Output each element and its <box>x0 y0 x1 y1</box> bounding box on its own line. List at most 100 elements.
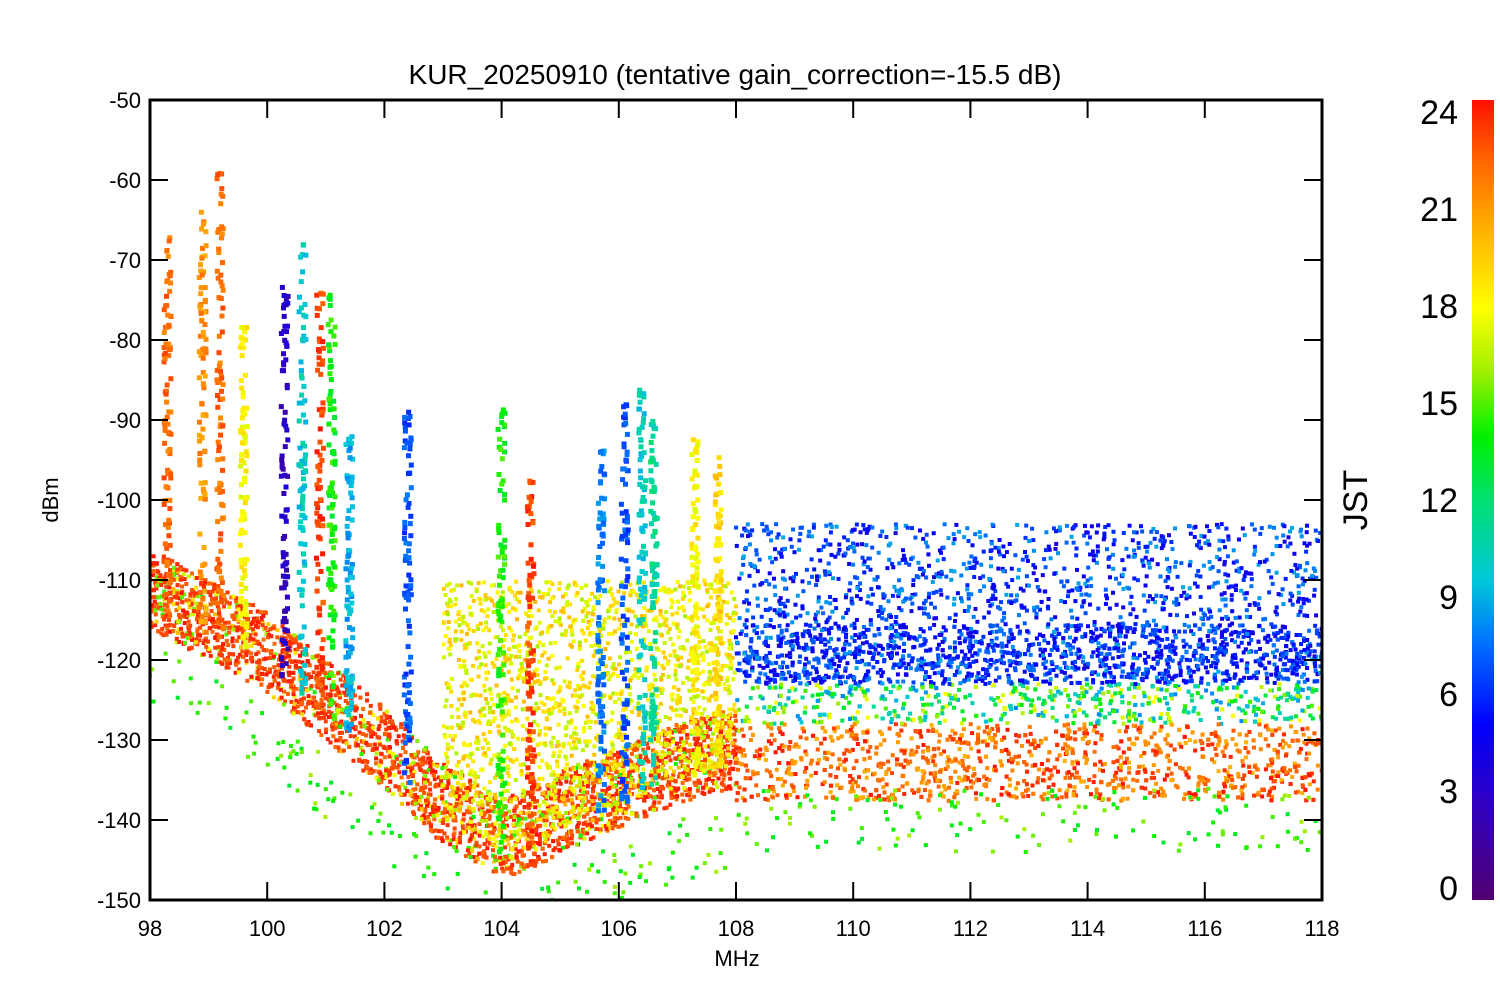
noise-point <box>802 710 807 715</box>
noise-point <box>614 759 619 764</box>
noise-point <box>312 690 317 695</box>
noise-point <box>625 774 630 779</box>
noise-point <box>865 688 870 693</box>
noise-point <box>864 775 869 780</box>
noise-point <box>575 842 579 847</box>
noise-point <box>1084 713 1089 718</box>
noise-point <box>790 758 794 763</box>
noise-point <box>164 584 169 589</box>
noise-point <box>477 851 482 856</box>
noise-point <box>1004 790 1009 795</box>
noise-point <box>947 654 952 659</box>
noise-point <box>422 776 426 781</box>
noise-point <box>458 831 463 836</box>
noise-point <box>891 665 896 670</box>
noise-point <box>863 693 867 698</box>
noise-point <box>475 783 480 788</box>
noise-point <box>1093 704 1098 709</box>
noise-point <box>514 804 519 809</box>
noise-point <box>733 751 738 756</box>
noise-point <box>278 687 283 692</box>
noise-point <box>374 756 379 761</box>
noise-point <box>206 590 211 594</box>
noise-point <box>597 796 602 801</box>
noise-point <box>606 821 611 826</box>
noise-point <box>265 689 270 694</box>
noise-point <box>829 783 834 788</box>
noise-point <box>380 774 385 779</box>
noise-point <box>358 720 363 725</box>
noise-point <box>969 746 974 751</box>
noise-point <box>514 852 519 857</box>
noise-point <box>1110 694 1115 699</box>
noise-point <box>1294 672 1299 677</box>
noise-point <box>880 732 884 737</box>
noise-point <box>1030 741 1035 746</box>
noise-point <box>1197 638 1202 643</box>
noise-point <box>564 775 569 780</box>
noise-point <box>329 714 334 719</box>
noise-point <box>259 644 264 649</box>
noise-point <box>232 614 237 619</box>
noise-point <box>184 568 189 573</box>
noise-point <box>660 758 665 763</box>
noise-point <box>973 684 978 689</box>
noise-point <box>959 740 964 745</box>
noise-point <box>437 775 441 780</box>
noise-point <box>162 608 167 613</box>
noise-point <box>780 783 785 788</box>
noise-point <box>1182 622 1187 627</box>
noise-point <box>239 645 243 650</box>
noise-point <box>848 749 853 754</box>
noise-point <box>439 836 444 841</box>
noise-point <box>1021 684 1026 688</box>
noise-point <box>374 761 379 766</box>
noise-point <box>1126 672 1131 677</box>
noise-point <box>936 784 941 789</box>
noise-point <box>588 837 593 841</box>
noise-point <box>923 715 928 719</box>
noise-point <box>151 554 156 559</box>
noise-point <box>1063 688 1068 692</box>
noise-point <box>412 812 417 817</box>
noise-point <box>453 808 458 813</box>
noise-point <box>217 615 222 619</box>
noise-point <box>763 757 768 762</box>
noise-point <box>403 727 408 731</box>
noise-point <box>333 726 338 731</box>
noise-point <box>905 716 910 721</box>
noise-point <box>970 653 975 658</box>
noise-point <box>685 733 690 737</box>
noise-point <box>992 642 997 647</box>
noise-point <box>890 653 894 658</box>
noise-point <box>810 646 815 651</box>
noise-point <box>873 647 878 652</box>
noise-point <box>1252 793 1257 798</box>
noise-point <box>164 595 169 600</box>
noise-point <box>983 681 988 686</box>
noise-point <box>837 757 842 762</box>
noise-point <box>537 809 542 814</box>
noise-point <box>1084 677 1089 682</box>
noise-point <box>247 602 251 607</box>
noise-point <box>1182 644 1187 649</box>
noise-point <box>614 792 619 796</box>
noise-point <box>1267 789 1272 794</box>
noise-point <box>1049 773 1054 778</box>
noise-point <box>593 809 598 814</box>
noise-point <box>253 632 258 637</box>
noise-point <box>1169 771 1174 776</box>
noise-point <box>969 779 973 784</box>
noise-point <box>1284 753 1288 758</box>
noise-point <box>1209 664 1214 669</box>
noise-point <box>392 765 397 770</box>
noise-point <box>890 771 894 776</box>
noise-point <box>1154 749 1159 754</box>
noise-point <box>786 696 791 701</box>
noise-point <box>938 779 942 784</box>
noise-point <box>492 809 497 814</box>
noise-point <box>605 799 610 804</box>
noise-point <box>842 751 847 756</box>
noise-point <box>1127 760 1131 765</box>
noise-point <box>1093 741 1098 746</box>
